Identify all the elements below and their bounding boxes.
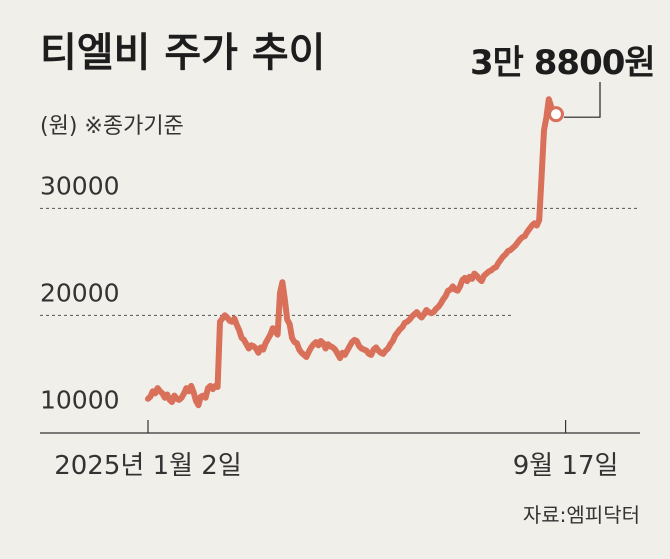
last-value-marker — [548, 106, 564, 123]
price-series-line — [145, 96, 559, 409]
callout-leader — [548, 82, 601, 123]
chart-title: 티엘비 주가 추이 — [40, 30, 325, 76]
callout-leader-line — [564, 82, 601, 118]
y-axis-ticks: 30000 20000 10000 — [40, 171, 120, 414]
y-tick-label: 20000 — [40, 278, 120, 307]
x-tick-label: 2025년 1월 2일 — [54, 451, 242, 481]
grid-lines — [40, 207, 640, 316]
series-layer — [145, 96, 559, 409]
x-tick-label: 9월 17일 — [513, 451, 619, 481]
y-tick-label: 30000 — [40, 171, 120, 200]
callout-label: 3만 8800원 — [470, 43, 655, 83]
y-tick-label: 10000 — [40, 385, 120, 414]
source-label: 자료:엠피닥터 — [523, 503, 640, 527]
unit-note: (원) ※종가기준 — [40, 114, 184, 139]
x-axis-ticks: 2025년 1월 2일 9월 17일 — [54, 420, 618, 481]
